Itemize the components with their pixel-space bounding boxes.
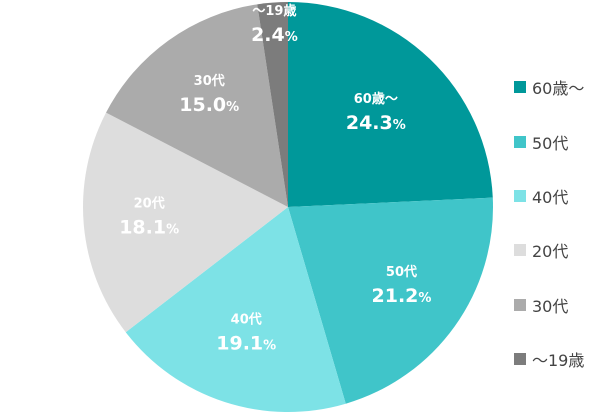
slice-label-value: 2.4% bbox=[251, 24, 298, 46]
slice-label-value: 24.3% bbox=[346, 112, 406, 134]
legend-label: 20代 bbox=[532, 242, 569, 262]
slice-label-category: 50代 bbox=[386, 264, 417, 280]
slice-label-category: 60歳〜 bbox=[354, 91, 398, 107]
legend-label: 〜19歳 bbox=[532, 351, 585, 371]
slice-label-category: 20代 bbox=[134, 195, 165, 211]
slice-value-number: 15.0 bbox=[179, 94, 226, 116]
pie-slice-5 bbox=[106, 4, 288, 207]
pie-slice-6 bbox=[257, 2, 288, 207]
pie-slice-1 bbox=[288, 2, 493, 207]
legend-item: 20代 bbox=[514, 223, 584, 277]
legend-swatch bbox=[514, 244, 526, 257]
legend-item: 40代 bbox=[514, 169, 584, 223]
slice-value-number: 24.3 bbox=[346, 112, 393, 134]
legend-label: 40代 bbox=[532, 187, 569, 207]
slice-value-number: 2.4 bbox=[251, 24, 285, 46]
legend-swatch bbox=[514, 298, 526, 311]
legend-item: 〜19歳 bbox=[514, 332, 584, 386]
legend-swatch bbox=[514, 135, 526, 148]
pie-slice-2 bbox=[288, 197, 493, 404]
slice-value-unit: % bbox=[226, 100, 239, 115]
slice-value-unit: % bbox=[393, 118, 406, 133]
legend-swatch bbox=[514, 81, 526, 94]
slice-label-value: 19.1% bbox=[216, 333, 276, 355]
slice-value-unit: % bbox=[166, 222, 179, 237]
legend-label: 30代 bbox=[532, 296, 569, 316]
legend: 60歳〜 50代 40代 20代 30代〜19歳 bbox=[514, 60, 584, 386]
legend-label: 60歳〜 bbox=[532, 79, 585, 99]
pie-slice-3 bbox=[125, 207, 346, 413]
pie-slices bbox=[83, 2, 493, 413]
legend-item: 50代 bbox=[514, 114, 584, 168]
legend-item: 30代 bbox=[514, 278, 584, 332]
legend-swatch bbox=[514, 189, 526, 202]
slice-value-number: 18.1 bbox=[119, 216, 166, 238]
slice-label-category: 30代 bbox=[194, 73, 225, 89]
slice-value-number: 19.1 bbox=[216, 333, 263, 355]
slice-label-category: 40代 bbox=[231, 312, 262, 328]
slice-label-value: 21.2% bbox=[372, 285, 432, 307]
slice-value-unit: % bbox=[418, 291, 431, 306]
slice-value-number: 21.2 bbox=[372, 285, 419, 307]
slice-label-value: 18.1% bbox=[119, 216, 179, 238]
slice-label-category: 〜19歳 bbox=[252, 3, 296, 19]
legend-label: 50代 bbox=[532, 133, 569, 153]
legend-swatch bbox=[514, 353, 526, 366]
pie-slice-4 bbox=[83, 112, 289, 333]
pie-labels: 60歳〜24.3%50代21.2%40代19.1%20代18.1%30代15.0… bbox=[119, 3, 431, 355]
slice-value-unit: % bbox=[285, 30, 298, 45]
slice-value-unit: % bbox=[263, 339, 276, 354]
legend-item: 60歳〜 bbox=[514, 60, 584, 114]
slice-label-value: 15.0% bbox=[179, 94, 239, 116]
